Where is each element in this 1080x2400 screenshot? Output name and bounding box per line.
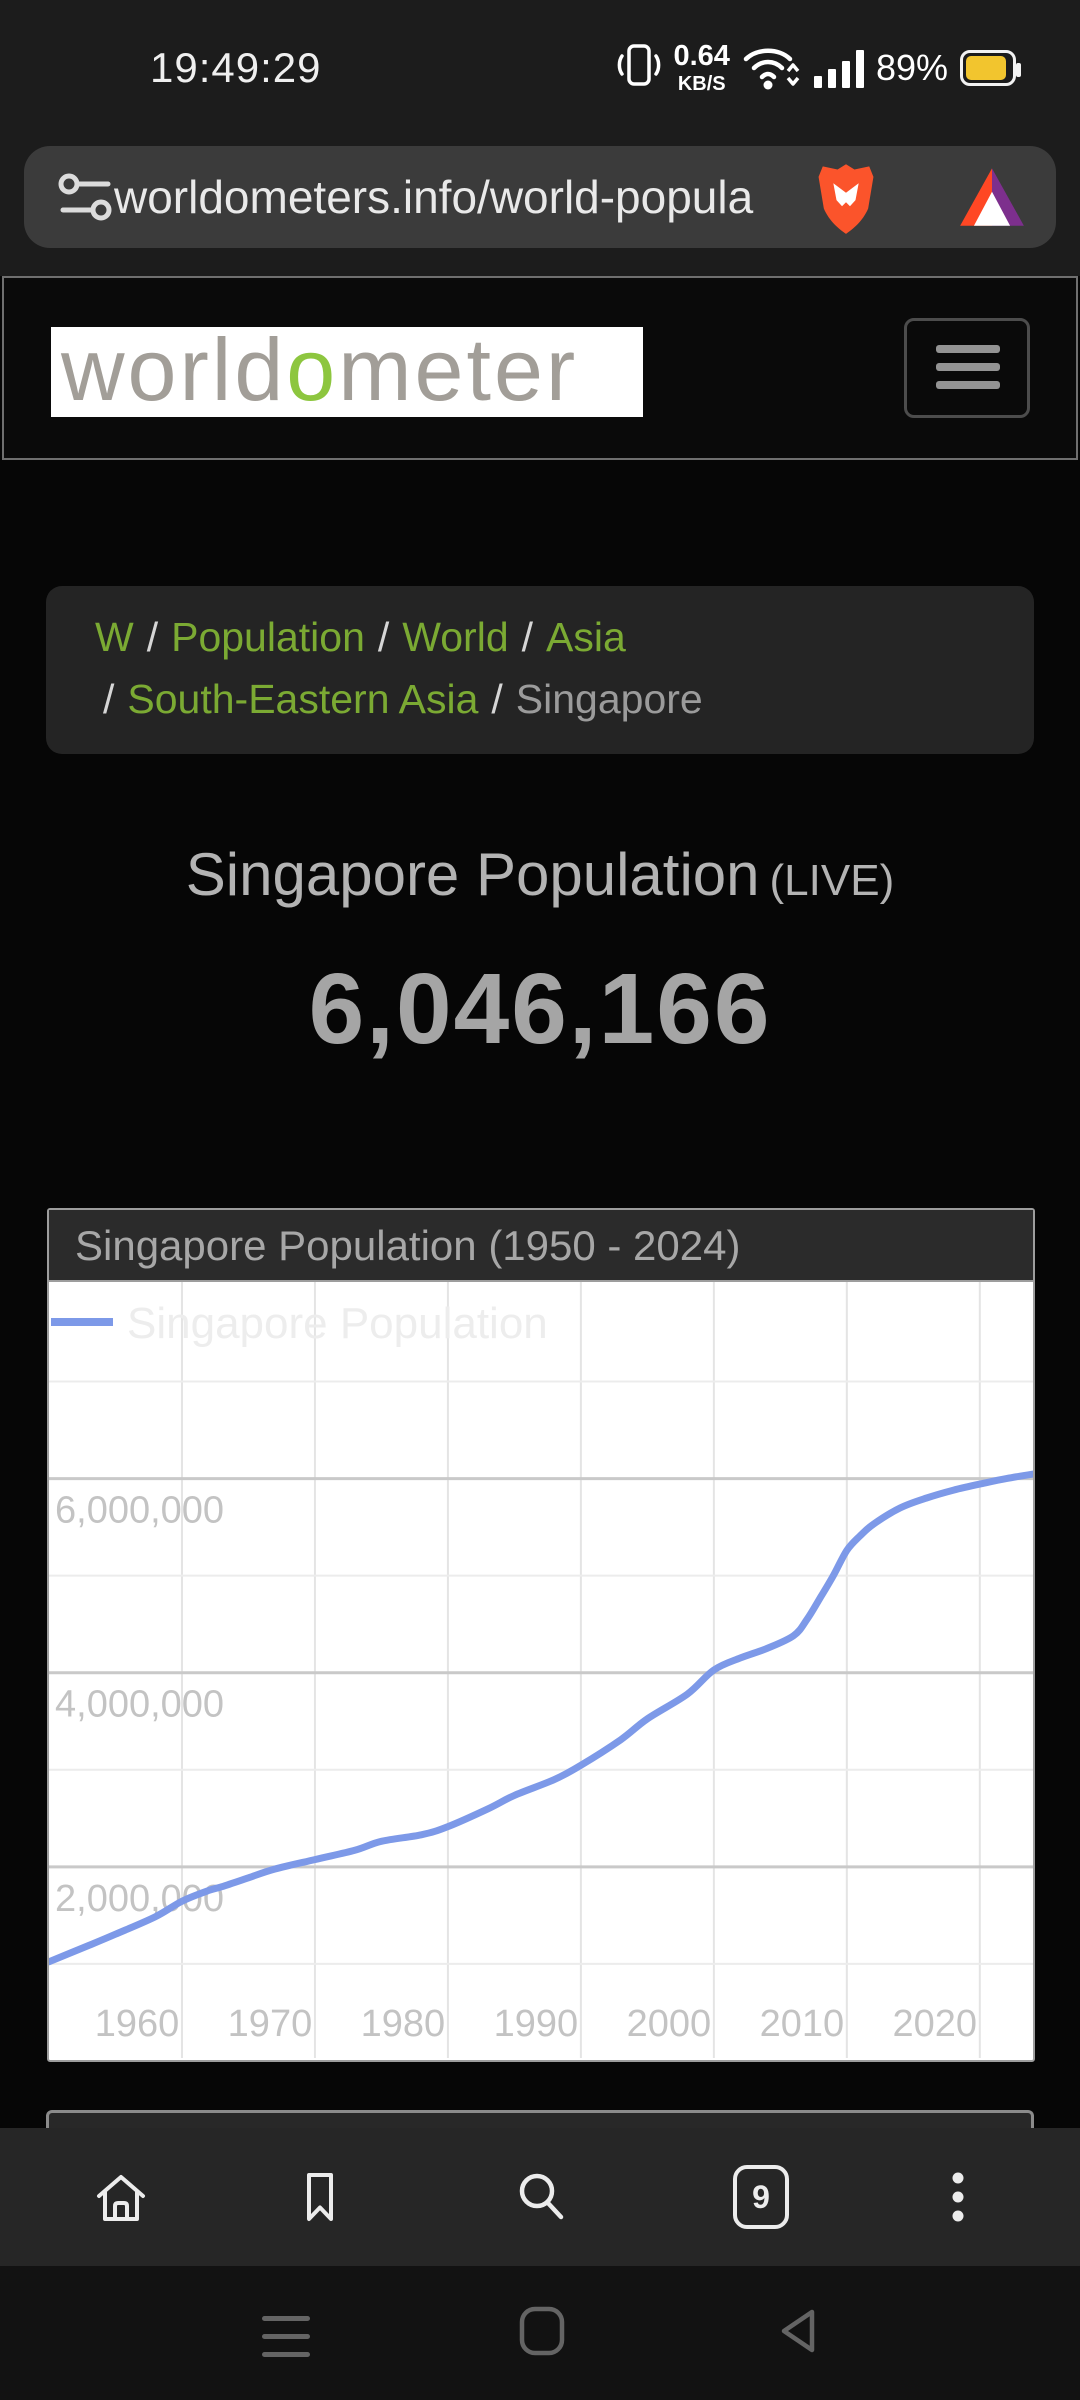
home-square-icon[interactable] bbox=[519, 2306, 565, 2361]
hamburger-bar bbox=[936, 381, 1000, 389]
tune-icon[interactable] bbox=[58, 170, 114, 229]
url-input[interactable]: worldometers.info/world-popula bbox=[114, 171, 754, 223]
battery-icon bbox=[960, 50, 1021, 86]
y-axis-label: 4,000,000 bbox=[55, 1684, 224, 1726]
wifi-icon bbox=[742, 40, 802, 97]
browser-bottom-nav: 9 bbox=[0, 2128, 1080, 2266]
network-speed: 0.64 KB/S bbox=[673, 40, 730, 95]
hamburger-bar bbox=[936, 363, 1000, 371]
network-speed-unit: KB/S bbox=[677, 73, 726, 95]
breadcrumb-link-world[interactable]: World bbox=[402, 614, 509, 660]
x-axis-label: 2010 bbox=[760, 2003, 845, 2045]
site-header: worldometer bbox=[2, 276, 1078, 460]
breadcrumb-link-asia[interactable]: Asia bbox=[546, 614, 626, 660]
tab-counter[interactable]: 9 bbox=[733, 2165, 789, 2229]
breadcrumb-link-w[interactable]: W bbox=[95, 614, 134, 660]
hamburger-bar bbox=[936, 345, 1000, 353]
back-triangle-icon[interactable] bbox=[772, 2306, 820, 2361]
chart-svg: 1960 1970 1980 1990 2000 2010 2020 2,000,000 4,0… bbox=[49, 1282, 1033, 2058]
status-clock: 19:49:29 bbox=[150, 44, 322, 91]
search-icon[interactable] bbox=[509, 2165, 573, 2229]
hamburger-menu-button[interactable] bbox=[904, 318, 1030, 418]
network-speed-value: 0.64 bbox=[673, 40, 730, 72]
overflow-menu-icon[interactable] bbox=[926, 2165, 990, 2229]
android-nav-bar bbox=[0, 2266, 1080, 2400]
bat-token-icon[interactable] bbox=[958, 166, 1026, 233]
breadcrumb-link-southeastern-asia[interactable]: South-Eastern Asia bbox=[127, 676, 479, 722]
x-axis-label: 1970 bbox=[228, 2003, 313, 2045]
population-line bbox=[49, 1470, 1033, 1966]
tab-count: 9 bbox=[752, 2179, 770, 2215]
worldometer-logo-text: worldometer bbox=[61, 320, 579, 419]
live-label: (LIVE) bbox=[769, 856, 895, 905]
home-icon[interactable] bbox=[89, 2165, 153, 2229]
breadcrumb: W / Population / World / Asia / South-Eastern A… bbox=[46, 586, 1034, 754]
y-axis-label: 2,000,000 bbox=[55, 1878, 224, 1920]
x-axis-label: 2000 bbox=[627, 2003, 712, 2045]
chart-title: Singapore Population (1950 - 2024) bbox=[49, 1210, 1033, 1282]
menu-lines-icon[interactable] bbox=[262, 2316, 310, 2370]
browser-top-chrome: 19:49:29 0.64 KB/S bbox=[0, 0, 1080, 276]
logo-green-o: o bbox=[286, 320, 339, 419]
bookmark-icon[interactable] bbox=[288, 2165, 352, 2229]
x-axis-label: 2020 bbox=[893, 2003, 978, 2045]
x-axis-label: 1980 bbox=[361, 2003, 446, 2045]
population-chart: Singapore Population (1950 - 2024) 1960 1… bbox=[47, 1208, 1035, 2062]
breadcrumb-separator: / bbox=[103, 676, 115, 722]
breadcrumb-separator: / bbox=[146, 614, 159, 660]
x-axis-label: 1990 bbox=[494, 2003, 579, 2045]
chart-plot-area: 1960 1970 1980 1990 2000 2010 2020 2,000,000 4,0… bbox=[49, 1282, 1033, 2058]
battery-percent: 89% bbox=[875, 47, 948, 88]
brave-shield-icon[interactable] bbox=[810, 160, 882, 241]
y-axis-label: 6,000,000 bbox=[55, 1490, 224, 1532]
status-icons: 0.64 KB/S 89% bbox=[615, 38, 1021, 98]
worldometer-logo[interactable]: worldometer bbox=[51, 320, 643, 419]
breadcrumb-separator: / bbox=[491, 676, 503, 722]
breadcrumb-separator: / bbox=[377, 614, 390, 660]
breadcrumb-line-2: / South-Eastern Asia / Singapore bbox=[103, 668, 1034, 730]
page-title: Singapore Population (LIVE) bbox=[185, 841, 895, 908]
vibrate-icon bbox=[615, 39, 661, 98]
url-bar[interactable]: worldometers.info/world-popula bbox=[24, 146, 1056, 248]
live-population-counter: 6,046,166 bbox=[308, 953, 772, 1065]
breadcrumb-current-singapore: Singapore bbox=[515, 676, 703, 722]
legend-label[interactable]: Singapore Population bbox=[127, 1299, 548, 1348]
breadcrumb-separator: / bbox=[521, 614, 534, 660]
signal-bars-icon bbox=[813, 48, 864, 88]
breadcrumb-link-population[interactable]: Population bbox=[171, 614, 365, 660]
breadcrumb-line-1: W / Population / World / Asia bbox=[95, 606, 1034, 668]
x-axis-label: 1960 bbox=[95, 2003, 180, 2045]
